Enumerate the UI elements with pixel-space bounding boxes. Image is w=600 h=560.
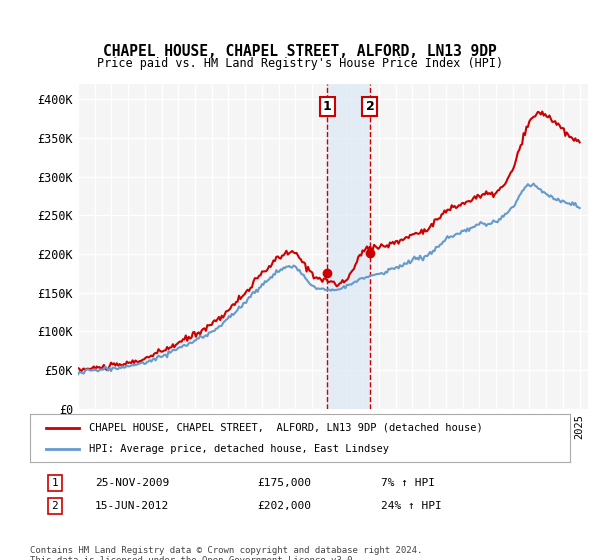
Text: Contains HM Land Registry data © Crown copyright and database right 2024.
This d: Contains HM Land Registry data © Crown c… <box>30 546 422 560</box>
Text: 1: 1 <box>52 478 58 488</box>
Text: 7% ↑ HPI: 7% ↑ HPI <box>381 478 435 488</box>
Text: CHAPEL HOUSE, CHAPEL STREET, ALFORD, LN13 9DP: CHAPEL HOUSE, CHAPEL STREET, ALFORD, LN1… <box>103 44 497 59</box>
Text: 1: 1 <box>323 100 332 113</box>
Text: 25-NOV-2009: 25-NOV-2009 <box>95 478 169 488</box>
Text: £202,000: £202,000 <box>257 501 311 511</box>
Text: 2: 2 <box>365 100 374 113</box>
Bar <box>327 84 370 409</box>
Text: CHAPEL HOUSE, CHAPEL STREET,  ALFORD, LN13 9DP (detached house): CHAPEL HOUSE, CHAPEL STREET, ALFORD, LN1… <box>89 423 483 433</box>
Text: Price paid vs. HM Land Registry's House Price Index (HPI): Price paid vs. HM Land Registry's House … <box>97 57 503 70</box>
Text: £175,000: £175,000 <box>257 478 311 488</box>
Text: 24% ↑ HPI: 24% ↑ HPI <box>381 501 442 511</box>
Text: HPI: Average price, detached house, East Lindsey: HPI: Average price, detached house, East… <box>89 444 389 454</box>
Text: 15-JUN-2012: 15-JUN-2012 <box>95 501 169 511</box>
Text: 2: 2 <box>52 501 58 511</box>
